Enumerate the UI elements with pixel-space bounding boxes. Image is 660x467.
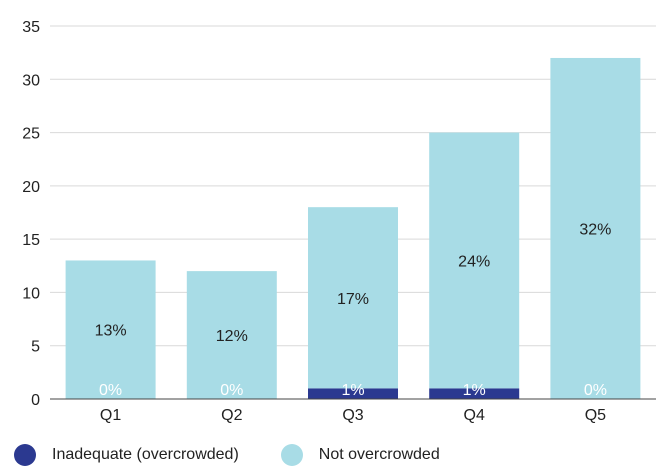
y-tick-label-35: 35 — [22, 19, 40, 36]
bar-q3-series-0 — [308, 388, 398, 399]
legend-label-inadequate: Inadequate (overcrowded) — [52, 446, 239, 463]
legend-label-not-overcrowded: Not overcrowded — [318, 446, 440, 463]
axes: 0 5 10 15 20 25 30 35 Q1 Q2 Q3 Q4 Q5 — [22, 19, 656, 424]
data-label-q1-series-0: 0% — [99, 382, 122, 399]
data-label-q3-series-0: 1% — [341, 382, 364, 399]
x-tick-label-q3: Q3 — [342, 407, 363, 424]
bar-q1-series-1 — [65, 260, 156, 399]
data-label-q2-series-0: 0% — [220, 382, 243, 399]
data-label-q1-series-1: 13% — [95, 323, 127, 340]
data-label-q4-series-0: 1% — [463, 382, 486, 399]
legend-swatch-not-overcrowded — [280, 444, 303, 466]
y-tick-label-5: 5 — [31, 339, 40, 356]
data-label-q5-series-1: 32% — [579, 221, 611, 238]
bar-q4-series-0 — [429, 388, 520, 399]
y-tick-label-15: 15 — [22, 232, 40, 249]
y-tick-label-0: 0 — [31, 392, 40, 409]
x-tick-label-q4: Q4 — [464, 407, 485, 424]
y-tick-label-30: 30 — [22, 72, 40, 89]
x-tick-label-q1: Q1 — [100, 407, 121, 424]
data-label-q3-series-1: 17% — [337, 291, 369, 308]
bar-q2-series-1 — [186, 271, 277, 399]
legend-item-inadequate: Inadequate (overcrowded) — [14, 444, 239, 466]
x-tick-label-q2: Q2 — [221, 407, 242, 424]
legend-item-not-overcrowded: Not overcrowded — [280, 444, 440, 466]
y-tick-label-10: 10 — [22, 285, 40, 302]
legend-swatch-inadequate — [14, 444, 36, 466]
bar-q4-series-1 — [429, 132, 520, 389]
y-tick-label-25: 25 — [22, 126, 40, 143]
data-label-q2-series-1: 12% — [216, 328, 248, 345]
data-label-q4-series-1: 24% — [458, 253, 490, 270]
bar-q3-series-1 — [308, 207, 398, 389]
y-tick-label-20: 20 — [22, 179, 40, 196]
legend: Inadequate (overcrowded) Not overcrowded — [14, 444, 482, 466]
data-label-q5-series-0: 0% — [584, 382, 607, 399]
bar-q5-series-1 — [550, 57, 641, 399]
bars: 0% 13% 0% 12% 1% 17% 1% 24% 0% 32% — [65, 57, 641, 399]
x-tick-label-q5: Q5 — [585, 407, 606, 424]
